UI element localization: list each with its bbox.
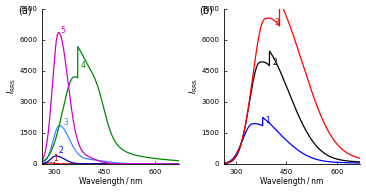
Y-axis label: $I_{\mathrm{RRS}}$: $I_{\mathrm{RRS}}$	[187, 78, 200, 94]
Text: 2: 2	[272, 58, 277, 67]
Text: (b): (b)	[199, 5, 213, 15]
Text: (a): (a)	[18, 5, 31, 15]
Text: 2: 2	[58, 146, 63, 156]
Text: 3: 3	[274, 18, 279, 27]
Text: 1: 1	[265, 116, 270, 125]
X-axis label: Wavelength / nm: Wavelength / nm	[261, 177, 324, 186]
Y-axis label: $I_{\mathrm{RRS}}$: $I_{\mathrm{RRS}}$	[5, 78, 18, 94]
Text: 1: 1	[53, 154, 58, 163]
X-axis label: Wavelength / nm: Wavelength / nm	[79, 177, 142, 186]
Text: 5: 5	[61, 26, 66, 35]
Text: 4: 4	[81, 60, 85, 70]
Text: 3: 3	[64, 118, 68, 127]
